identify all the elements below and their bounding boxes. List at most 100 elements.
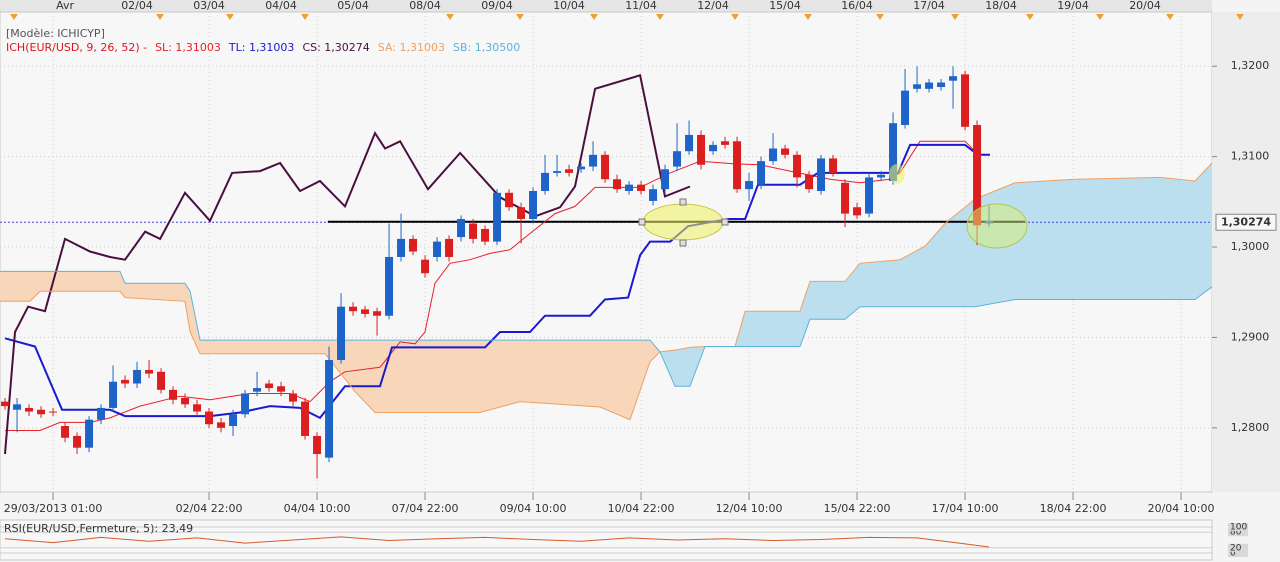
candle-body xyxy=(757,161,766,185)
y-tick-label: 1,3100 xyxy=(1231,150,1270,163)
candle-body xyxy=(313,435,322,455)
cloud xyxy=(125,283,186,302)
candle-body xyxy=(229,414,238,427)
candle-body xyxy=(289,393,298,402)
y-tick-label: 0 xyxy=(1230,549,1236,559)
tick-box xyxy=(1228,549,1248,557)
candle-body xyxy=(769,148,778,162)
event-marker xyxy=(1026,14,1034,20)
candle-body xyxy=(481,228,490,242)
candle-body xyxy=(469,223,478,239)
cloud xyxy=(1160,177,1196,300)
y-tick-label: 1,2800 xyxy=(1231,421,1270,434)
candle-body xyxy=(553,171,562,173)
candle-body xyxy=(853,207,862,216)
x-tick-label-top: 16/04 xyxy=(841,0,873,12)
y-tick-label: 100 xyxy=(1230,523,1247,533)
candle-body xyxy=(601,154,610,180)
x-tick-label: 02/04 22:00 xyxy=(176,502,243,515)
event-marker xyxy=(731,14,739,20)
candle-body xyxy=(685,134,694,152)
y-tick-label: 1,3000 xyxy=(1231,240,1270,253)
candle-body xyxy=(97,407,106,420)
x-tick-label-top: 19/04 xyxy=(1057,0,1089,12)
cloud xyxy=(120,271,126,298)
legend-entry: SA: 1,31003 xyxy=(377,41,446,54)
candle-body xyxy=(409,238,418,252)
x-tick-label: 20/04 10:00 xyxy=(1148,502,1215,515)
candle-body xyxy=(145,369,154,374)
candle-body xyxy=(541,172,550,191)
candle-body xyxy=(493,192,502,242)
legend-entry: TL: 1,31003 xyxy=(228,41,295,54)
candle-body xyxy=(901,90,910,125)
handle xyxy=(679,239,687,247)
x-tick-label-top: 03/04 xyxy=(193,0,225,12)
x-tick-label-top: 09/04 xyxy=(481,0,513,12)
candle-body xyxy=(877,174,886,178)
candle-body xyxy=(433,241,442,257)
event-marker xyxy=(590,14,598,20)
cloud xyxy=(200,340,326,354)
tick-box xyxy=(1228,523,1248,531)
event-marker xyxy=(10,14,18,20)
cloud xyxy=(600,340,630,420)
cloud xyxy=(0,271,30,302)
candle-body xyxy=(133,369,142,384)
plot-layer xyxy=(0,66,1213,548)
candle-body xyxy=(721,141,730,145)
candle-body xyxy=(505,192,514,208)
x-tick-label-top: 17/04 xyxy=(913,0,945,12)
candle-body xyxy=(277,386,286,392)
indicator-label: ICH(EUR/USD, 9, 26, 52) - xyxy=(6,41,148,54)
cloud xyxy=(1195,162,1212,300)
candle-body xyxy=(805,174,814,190)
candle-body xyxy=(937,82,946,88)
event-marker xyxy=(156,14,164,20)
indicator-header: [Modèle: ICHICYP] ICH(EUR/USD, 9, 26, 52… xyxy=(6,27,528,55)
candle-body xyxy=(445,238,454,257)
candle-body xyxy=(865,177,874,214)
y-tick-label: 80 xyxy=(1230,528,1242,538)
cloud xyxy=(480,340,521,413)
candle-body xyxy=(349,306,358,312)
candle-body xyxy=(529,190,538,220)
cloud xyxy=(40,271,120,292)
x-tick-label-top: 18/04 xyxy=(985,0,1017,12)
candle-body xyxy=(121,379,130,384)
highlight-ellipse xyxy=(642,203,724,241)
front-layer: 1,2800 1,2900 1,3000 1,3100 1,3200 29/03/2013… xyxy=(4,0,1277,559)
candle-body xyxy=(949,76,958,81)
candle-body xyxy=(709,144,718,152)
x-tick-label: 15/04 22:00 xyxy=(824,502,891,515)
y-tick-label: 1,3200 xyxy=(1231,59,1270,72)
y-tick-label: 20 xyxy=(1230,543,1242,553)
cloud xyxy=(185,283,191,332)
candle-body xyxy=(205,411,214,425)
cloud xyxy=(860,259,900,307)
candle-body xyxy=(61,426,70,438)
rsi-line xyxy=(4,536,990,548)
candle-body xyxy=(589,154,598,167)
legend-entry: CS: 1,30274 xyxy=(302,41,370,54)
candle-body xyxy=(697,134,706,165)
candle-body xyxy=(253,388,262,392)
x-tick-label: 09/04 10:00 xyxy=(500,502,567,515)
candle-body xyxy=(577,166,586,170)
candle-body xyxy=(397,238,406,257)
cloud xyxy=(675,347,690,387)
candle-body xyxy=(49,411,58,413)
event-marker xyxy=(226,14,234,20)
y-tick-label: 1,2900 xyxy=(1231,330,1270,343)
candle-body xyxy=(157,371,166,390)
candle-body xyxy=(301,401,310,436)
x-tick-label-top: 04/04 xyxy=(265,0,297,12)
candle-body xyxy=(913,84,922,89)
candle-body xyxy=(637,184,646,191)
x-tick-label: 04/04 10:00 xyxy=(284,502,351,515)
handle xyxy=(638,218,646,226)
candle-body xyxy=(73,435,82,448)
last-price-tag xyxy=(1215,213,1277,231)
